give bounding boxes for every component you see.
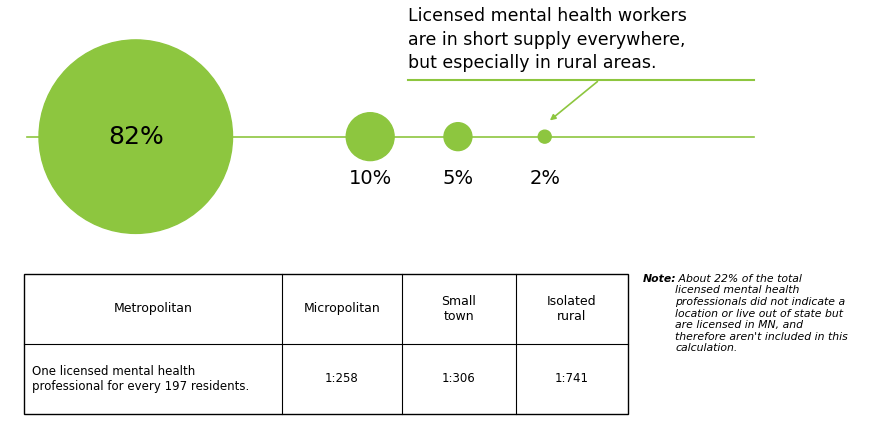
Bar <box>24 274 628 414</box>
Circle shape <box>538 130 551 143</box>
Text: 1:306: 1:306 <box>442 373 476 385</box>
Circle shape <box>39 40 233 233</box>
Text: 1:741: 1:741 <box>555 373 589 385</box>
Circle shape <box>346 113 394 161</box>
Circle shape <box>444 123 472 151</box>
Text: 10%: 10% <box>348 169 392 188</box>
Text: 5%: 5% <box>443 169 473 188</box>
Text: Micropolitan: Micropolitan <box>304 303 381 315</box>
Text: 1:258: 1:258 <box>326 373 359 385</box>
Text: Licensed mental health workers
are in short supply everywhere,
but especially in: Licensed mental health workers are in sh… <box>408 7 687 72</box>
Text: 82%: 82% <box>108 124 164 149</box>
Text: About 22% of the total
licensed mental health
professionals did not indicate a
l: About 22% of the total licensed mental h… <box>675 274 848 354</box>
Text: Small
town: Small town <box>442 295 477 323</box>
Text: One licensed mental health
professional for every 197 residents.: One licensed mental health professional … <box>32 365 249 393</box>
Text: Isolated
rural: Isolated rural <box>547 295 597 323</box>
Text: Metropolitan: Metropolitan <box>114 303 192 315</box>
Text: Note:: Note: <box>643 274 676 284</box>
Text: 2%: 2% <box>529 169 560 188</box>
